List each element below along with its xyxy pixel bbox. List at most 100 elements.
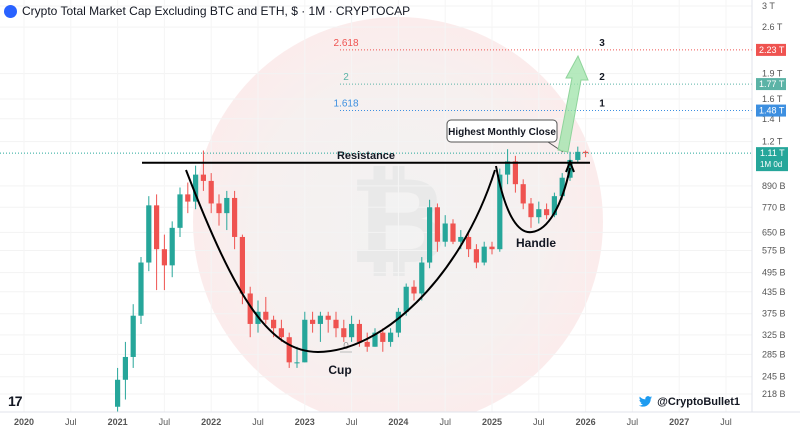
candle: [466, 232, 472, 258]
time-tick-label: Jul: [533, 417, 545, 427]
handle-curve: [495, 165, 571, 234]
fib-ratio-label: 2.618: [333, 38, 358, 49]
candle: [325, 311, 331, 333]
price-axis-bg: [752, 0, 800, 430]
candle-body: [247, 293, 253, 324]
price-tick-label: 375 B: [762, 309, 786, 319]
candle-body: [528, 203, 534, 218]
candle-body: [427, 207, 433, 263]
candle-body: [349, 323, 355, 338]
candle: [185, 182, 191, 214]
callout-box: [446, 119, 558, 143]
candle-body: [489, 246, 495, 250]
candle: [138, 257, 144, 324]
candle: [575, 146, 581, 163]
candle: [583, 150, 589, 158]
candle: [169, 221, 175, 278]
fib-target-marker: 1: [599, 99, 605, 110]
candle: [193, 165, 199, 210]
candle: [536, 201, 542, 224]
candle: [411, 280, 417, 301]
candle: [286, 332, 292, 368]
candle: [247, 286, 253, 338]
twitter-bird-icon: [639, 396, 653, 407]
candle: [208, 173, 214, 214]
time-tick-label: 2025: [482, 417, 502, 427]
candle-body: [473, 249, 479, 263]
candle-body: [177, 194, 183, 228]
fib-price-label: 1.48 T: [759, 106, 785, 116]
fib-price-badge: [756, 43, 786, 56]
candle: [380, 328, 386, 352]
candle-body: [380, 332, 386, 342]
fib-target-marker: 2: [599, 72, 605, 83]
candle-body: [481, 246, 487, 263]
time-tick-label: 2024: [388, 417, 408, 427]
candle: [450, 219, 456, 245]
candle-body: [559, 177, 565, 197]
candle: [473, 244, 479, 269]
price-tick-label: 575 B: [762, 245, 786, 255]
time-tick-label: 2026: [576, 417, 596, 427]
candle: [146, 196, 152, 272]
candle: [177, 187, 183, 237]
candle-body: [193, 174, 199, 202]
candle: [341, 319, 347, 342]
candle: [224, 190, 230, 231]
chart-grid: [0, 5, 752, 395]
price-tick-label: 325 B: [762, 330, 786, 340]
candle-body: [520, 184, 526, 204]
candle-body: [294, 362, 300, 364]
price-tick-label: 495 B: [762, 268, 786, 278]
candle-body: [325, 315, 331, 320]
price-tick-label: 245 B: [762, 372, 786, 382]
price-tick-label: 1.9 T: [762, 69, 783, 79]
candle-body: [388, 332, 394, 342]
candle-body: [185, 194, 191, 202]
price-tick-label: 435 B: [762, 287, 786, 297]
fib-price-label: 2.23 T: [759, 45, 785, 55]
candle-body: [466, 236, 472, 250]
candle-body: [138, 262, 144, 316]
tradingview-logo: 17: [8, 393, 23, 409]
chart-title: Crypto Total Market Cap Excluding BTC an…: [22, 4, 411, 18]
candle-body: [169, 227, 175, 266]
chart-title-bar[interactable]: Crypto Total Market Cap Excluding BTC an…: [4, 3, 410, 19]
projection-arrow: [557, 54, 589, 153]
candle: [427, 199, 433, 269]
candle-body: [115, 379, 121, 407]
candle-body: [575, 151, 581, 160]
candle-body: [302, 319, 308, 363]
candle: [520, 179, 526, 210]
candle-body: [512, 161, 518, 185]
candle: [333, 311, 339, 338]
candle-body: [154, 205, 160, 250]
callout-label: Highest Monthly Close: [448, 127, 556, 138]
fib-price-badge: [756, 78, 786, 91]
credit-handle: @CryptoBullet1: [657, 396, 740, 408]
handle-arrowhead: [565, 159, 575, 173]
candle: [434, 203, 440, 252]
candle-body: [232, 197, 238, 237]
price-tick-label: 2.6 T: [762, 22, 783, 32]
price-tick-label: 1.4 T: [762, 114, 783, 124]
candle: [130, 304, 136, 368]
candle: [442, 215, 448, 247]
candle: [302, 311, 308, 363]
time-tick-label: Jul: [346, 417, 358, 427]
price-tick-label: 770 B: [762, 202, 786, 212]
candle-body: [544, 209, 550, 216]
fib-ratio-label: 1.618: [333, 99, 358, 110]
time-tick-label: Jul: [65, 417, 77, 427]
candle: [232, 190, 238, 250]
candle: [388, 328, 394, 347]
candle: [349, 315, 355, 342]
price-tick-label: 650 B: [762, 227, 786, 237]
candle-body: [364, 341, 370, 347]
candle-body: [505, 161, 511, 175]
candle: [161, 234, 167, 291]
candle: [122, 341, 128, 400]
time-tick-label: Jul: [252, 417, 264, 427]
symbol-icon: [4, 4, 17, 18]
